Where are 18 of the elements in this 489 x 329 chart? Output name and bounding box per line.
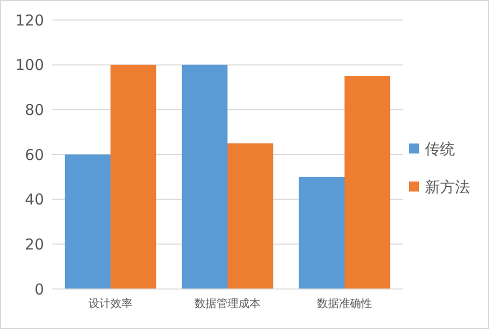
y-tick-label: 0 bbox=[34, 280, 44, 298]
legend-label: 传统 bbox=[425, 140, 455, 158]
x-tick-label: 数据管理成本 bbox=[194, 297, 260, 310]
y-tick-label: 80 bbox=[24, 100, 44, 119]
bar bbox=[64, 154, 110, 289]
y-tick-label: 120 bbox=[15, 11, 44, 30]
bar bbox=[298, 176, 344, 289]
y-tick-label: 20 bbox=[24, 235, 44, 254]
bar bbox=[228, 143, 274, 289]
y-tick-label: 60 bbox=[24, 146, 44, 164]
bar bbox=[344, 76, 390, 289]
bar bbox=[110, 64, 156, 289]
x-tick-label: 设计效率 bbox=[88, 297, 132, 310]
legend-label: 新方法 bbox=[425, 178, 470, 196]
x-tick-label: 数据准确性 bbox=[317, 297, 372, 310]
bar bbox=[182, 64, 228, 289]
y-tick-label: 40 bbox=[24, 190, 44, 209]
y-tick-label: 100 bbox=[15, 56, 44, 74]
